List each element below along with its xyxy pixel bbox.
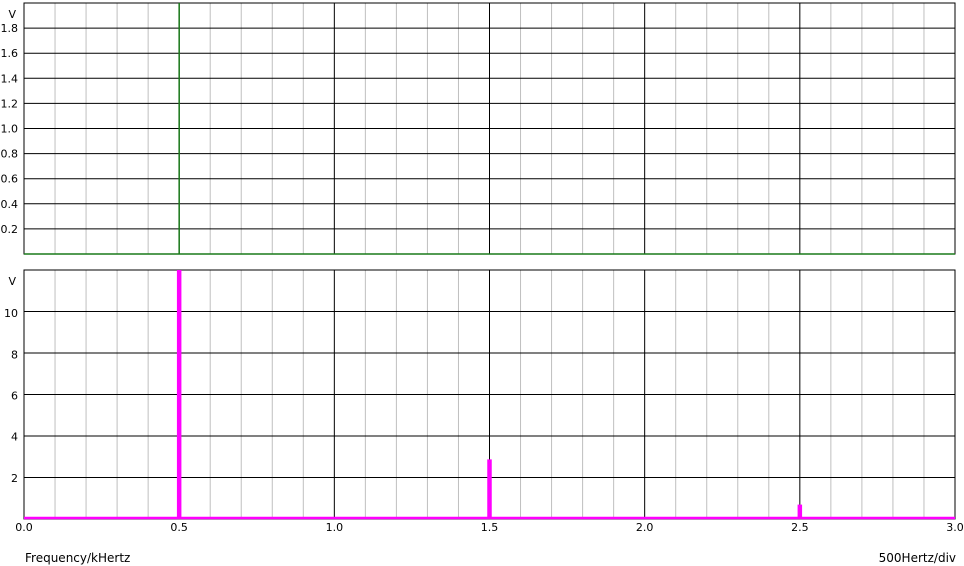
x-tick-label: 3.0 bbox=[946, 521, 964, 534]
y-tick-label: 6 bbox=[11, 390, 18, 403]
x-tick-label: 2.0 bbox=[636, 521, 654, 534]
y-tick-label: 10 bbox=[4, 307, 18, 320]
x-axis-label: Frequency/kHertz bbox=[25, 551, 131, 565]
series bbox=[24, 3, 955, 520]
y-tick-label: 1.8 bbox=[1, 22, 19, 35]
y-tick-label: 1.0 bbox=[1, 123, 19, 136]
y-tick-label: 1.6 bbox=[1, 47, 19, 60]
x-tick-label: 2.5 bbox=[791, 521, 809, 534]
y-unit-label: V bbox=[8, 275, 16, 288]
y-tick-label: 8 bbox=[11, 348, 18, 361]
series-line bbox=[24, 3, 955, 255]
x-tick-label: 1.0 bbox=[326, 521, 344, 534]
y-tick-label: 1.4 bbox=[1, 72, 19, 85]
y-tick-label: 0.6 bbox=[1, 173, 19, 186]
grid bbox=[23, 2, 956, 520]
x-tick-label: 1.5 bbox=[481, 521, 499, 534]
x-tick-label: 0.5 bbox=[170, 521, 188, 534]
y-tick-label: 4 bbox=[11, 431, 18, 444]
y-tick-label: 0.4 bbox=[1, 198, 19, 211]
y-unit-label: V bbox=[8, 8, 16, 21]
x-tick-label: 0.0 bbox=[15, 521, 33, 534]
y-tick-label: 1.2 bbox=[1, 97, 19, 110]
y-tick-label: 0.8 bbox=[1, 148, 19, 161]
scale-label: 500Hertz/div bbox=[878, 551, 956, 565]
y-tick-label: 2 bbox=[11, 472, 18, 485]
y-tick-label: 0.2 bbox=[1, 223, 19, 236]
